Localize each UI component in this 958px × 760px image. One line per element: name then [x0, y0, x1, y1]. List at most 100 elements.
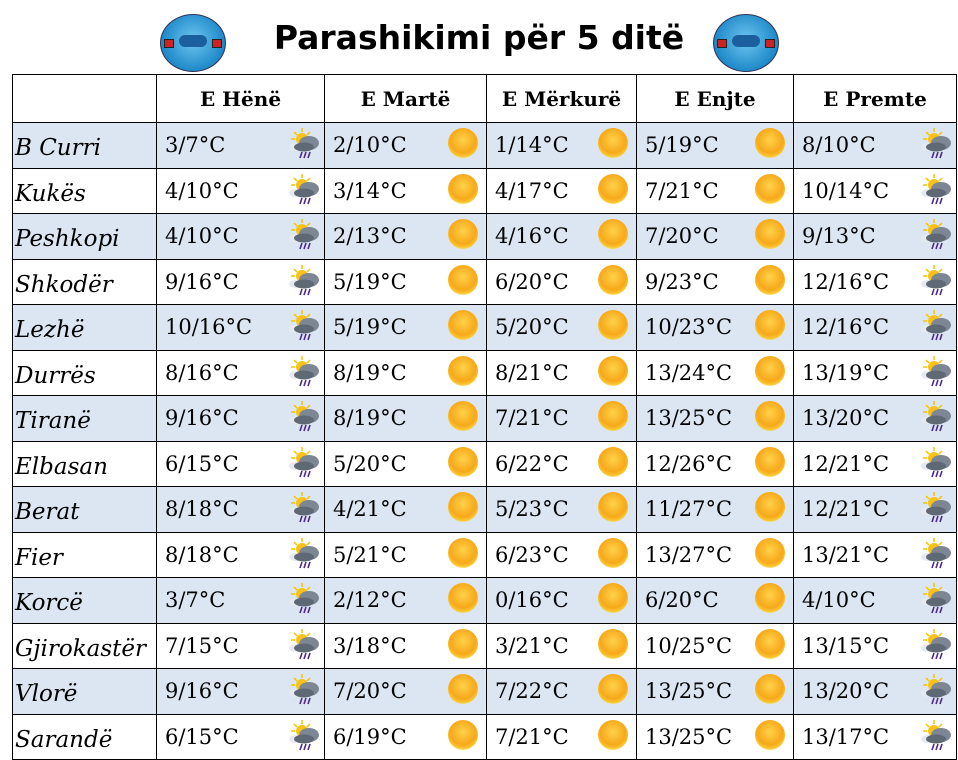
- forecast-cell: 8/18°C: [156, 486, 325, 533]
- temperature-range: 4/17°C: [495, 178, 569, 203]
- sun-icon: [598, 492, 628, 522]
- sun-cloud-rain-icon: [920, 536, 954, 570]
- forecast-cell: 13/21°C: [793, 531, 957, 578]
- forecast-cell: 13/25°C: [636, 668, 794, 715]
- sun-icon: [598, 674, 628, 704]
- sun-cloud-rain-icon: [920, 126, 954, 160]
- forecast-cell: 9/16°C: [156, 668, 325, 715]
- city-name: Elbasan: [12, 440, 157, 487]
- sun-icon: [448, 355, 478, 386]
- temperature-range: 13/25°C: [645, 679, 733, 704]
- table-row: Kukës 4/10°C 3/14°C 4/17°C 7/21°C 10/14°C: [12, 167, 957, 214]
- temperature-range: 1/14°C: [495, 133, 569, 158]
- forecast-cell: 5/19°C: [324, 304, 487, 351]
- sun-cloud-rain-icon: [288, 672, 322, 706]
- city-name: Gjirokastër: [12, 622, 157, 669]
- sun-cloud-rain-icon: [288, 445, 322, 479]
- sun-icon: [448, 310, 478, 340]
- forecast-cell: 2/13°C: [324, 213, 487, 260]
- temperature-range: 9/13°C: [802, 224, 876, 249]
- temperature-range: 3/14°C: [333, 178, 407, 203]
- temperature-range: 13/15°C: [802, 633, 890, 658]
- forecast-cell: 6/15°C: [156, 440, 325, 487]
- temperature-range: 12/21°C: [802, 497, 890, 522]
- table-row: Lezhë 10/16°C 5/19°C 5/20°C 10/23°C 12/16°C: [12, 304, 957, 351]
- sun-icon: [448, 128, 478, 158]
- sun-icon: [755, 355, 785, 386]
- temperature-range: 6/19°C: [333, 724, 407, 749]
- forecast-cell: 12/16°C: [793, 304, 957, 351]
- temperature-range: 13/27°C: [645, 542, 733, 567]
- sun-icon: [448, 173, 478, 204]
- temperature-range: 13/25°C: [645, 724, 733, 749]
- temperature-range: 9/23°C: [645, 269, 719, 294]
- table-row: Shkodër 9/16°C 5/19°C 6/20°C 9/23°C 12/16°C: [12, 258, 957, 305]
- forecast-cell: 9/16°C: [156, 258, 325, 305]
- temperature-range: 7/22°C: [495, 679, 569, 704]
- sun-icon: [755, 310, 785, 340]
- forecast-cell: 7/21°C: [636, 167, 794, 214]
- sun-cloud-rain-icon: [288, 263, 322, 297]
- city-name: Durrës: [12, 349, 157, 396]
- sun-icon: [598, 719, 628, 750]
- city-name: B Curri: [12, 122, 157, 169]
- forecast-cell: 10/14°C: [793, 167, 957, 214]
- temperature-range: 7/21°C: [645, 178, 719, 203]
- sun-icon: [755, 583, 785, 613]
- forecast-cell: 7/22°C: [486, 668, 637, 715]
- temperature-range: 6/15°C: [165, 451, 239, 476]
- sun-icon: [448, 628, 478, 659]
- table-row: Peshkopi 4/10°C 2/13°C 4/16°C 7/20°C 9/13°C: [12, 213, 957, 260]
- forecast-cell: 11/27°C: [636, 486, 794, 533]
- day-header: E Martë: [324, 74, 487, 123]
- forecast-cell: 7/21°C: [486, 713, 637, 760]
- forecast-cell: 4/10°C: [793, 577, 957, 624]
- sun-cloud-rain-icon: [920, 490, 954, 524]
- temperature-range: 8/19°C: [333, 360, 407, 385]
- forecast-cell: 12/16°C: [793, 258, 957, 305]
- forecast-cell: 8/18°C: [156, 531, 325, 578]
- temperature-range: 7/20°C: [333, 679, 407, 704]
- temperature-range: 2/10°C: [333, 133, 407, 158]
- forecast-cell: 7/21°C: [486, 395, 637, 442]
- sun-cloud-rain-icon: [288, 627, 322, 661]
- forecast-cell: 13/20°C: [793, 668, 957, 715]
- temperature-range: 10/23°C: [645, 315, 733, 340]
- forecast-cell: 13/17°C: [793, 713, 957, 760]
- sun-icon: [598, 537, 628, 568]
- table-row: Korcë 3/7°C 2/12°C 0/16°C 6/20°C 4/10°C: [12, 577, 957, 624]
- sun-icon: [448, 674, 478, 704]
- sun-cloud-rain-icon: [288, 399, 322, 433]
- temperature-range: 4/21°C: [333, 497, 407, 522]
- temperature-range: 4/10°C: [165, 224, 239, 249]
- forecast-cell: 8/10°C: [793, 122, 957, 169]
- forecast-cell: 12/26°C: [636, 440, 794, 487]
- sun-icon: [598, 446, 628, 477]
- forecast-cell: 13/27°C: [636, 531, 794, 578]
- temperature-range: 6/22°C: [495, 451, 569, 476]
- logo-icon: [713, 14, 779, 72]
- sun-cloud-rain-icon: [920, 399, 954, 433]
- table-header-row: E Hënë E Martë E Mërkurë E Enjte E Premt…: [12, 74, 957, 123]
- sun-cloud-rain-icon: [288, 536, 322, 570]
- temperature-range: 3/7°C: [165, 133, 226, 158]
- sun-icon: [598, 583, 628, 613]
- forecast-cell: 12/21°C: [793, 486, 957, 533]
- forecast-cell: 6/20°C: [486, 258, 637, 305]
- forecast-cell: 10/25°C: [636, 622, 794, 669]
- forecast-cell: 0/16°C: [486, 577, 637, 624]
- temperature-range: 7/21°C: [495, 724, 569, 749]
- city-name: Korcë: [12, 577, 157, 624]
- sun-icon: [448, 492, 478, 522]
- sun-cloud-rain-icon: [920, 581, 954, 615]
- forecast-cell: 6/22°C: [486, 440, 637, 487]
- forecast-cell: 5/19°C: [636, 122, 794, 169]
- forecast-cell: 7/20°C: [636, 213, 794, 260]
- sun-cloud-rain-icon: [920, 217, 954, 251]
- temperature-range: 8/18°C: [165, 497, 239, 522]
- forecast-cell: 13/25°C: [636, 713, 794, 760]
- city-name: Berat: [12, 486, 157, 533]
- forecast-cell: 3/7°C: [156, 577, 325, 624]
- temperature-range: 13/20°C: [802, 679, 890, 704]
- sun-icon: [755, 719, 785, 750]
